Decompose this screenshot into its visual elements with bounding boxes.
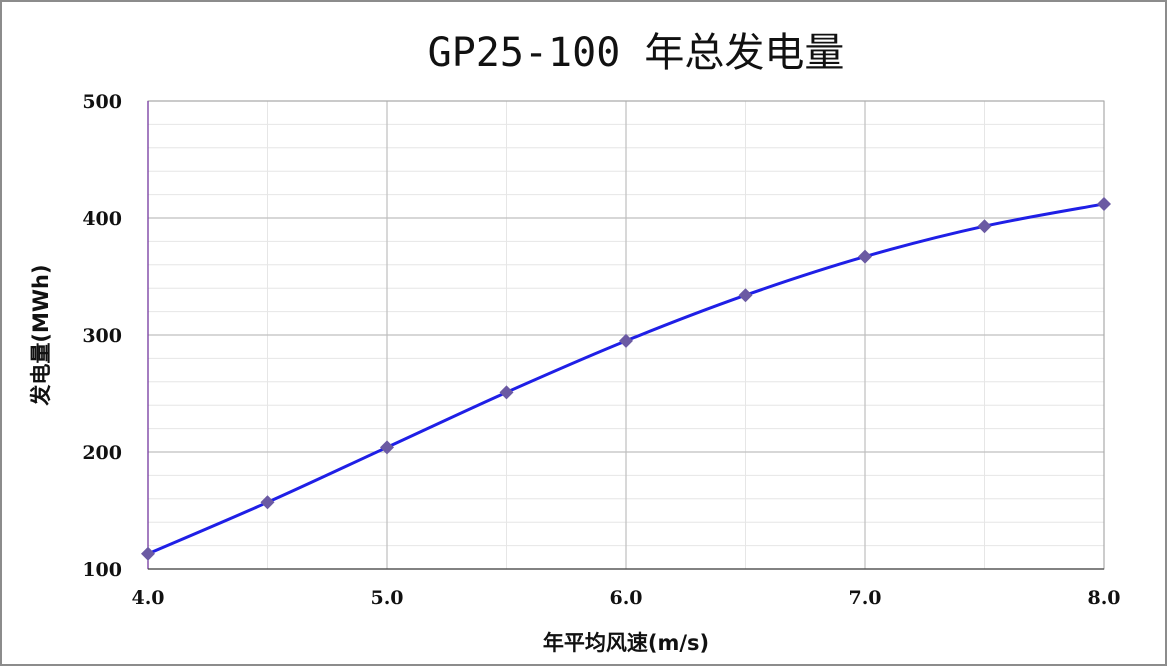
data-point-marker bbox=[261, 495, 275, 509]
x-tick-label: 7.0 bbox=[848, 587, 881, 609]
x-tick-label: 4.0 bbox=[131, 587, 164, 609]
data-point-marker bbox=[619, 334, 633, 348]
x-tick-label: 6.0 bbox=[609, 587, 642, 609]
data-point-marker bbox=[1097, 197, 1111, 211]
x-tick-label: 8.0 bbox=[1087, 587, 1120, 609]
y-tick-label: 200 bbox=[82, 442, 122, 464]
y-tick-label: 500 bbox=[82, 91, 122, 113]
x-tick-label: 5.0 bbox=[370, 587, 403, 609]
data-point-marker bbox=[500, 385, 514, 399]
y-tick-label: 300 bbox=[82, 325, 122, 347]
y-tick-label: 100 bbox=[82, 559, 122, 581]
data-point-marker bbox=[978, 219, 992, 233]
x-axis-ticks: 4.0 5.0 6.0 7.0 8.0 bbox=[131, 587, 1120, 609]
y-tick-label: 400 bbox=[82, 208, 122, 230]
y-axis-ticks: 100 200 300 400 500 bbox=[82, 91, 122, 581]
chart-title: GP25-100 年总发电量 bbox=[428, 30, 845, 76]
y-axis-label: 发电量(MWh) bbox=[29, 264, 53, 406]
data-point-marker bbox=[141, 547, 155, 561]
x-axis-label: 年平均风速(m/s) bbox=[543, 631, 709, 655]
data-point-marker bbox=[739, 288, 753, 302]
data-point-marker bbox=[858, 250, 872, 264]
